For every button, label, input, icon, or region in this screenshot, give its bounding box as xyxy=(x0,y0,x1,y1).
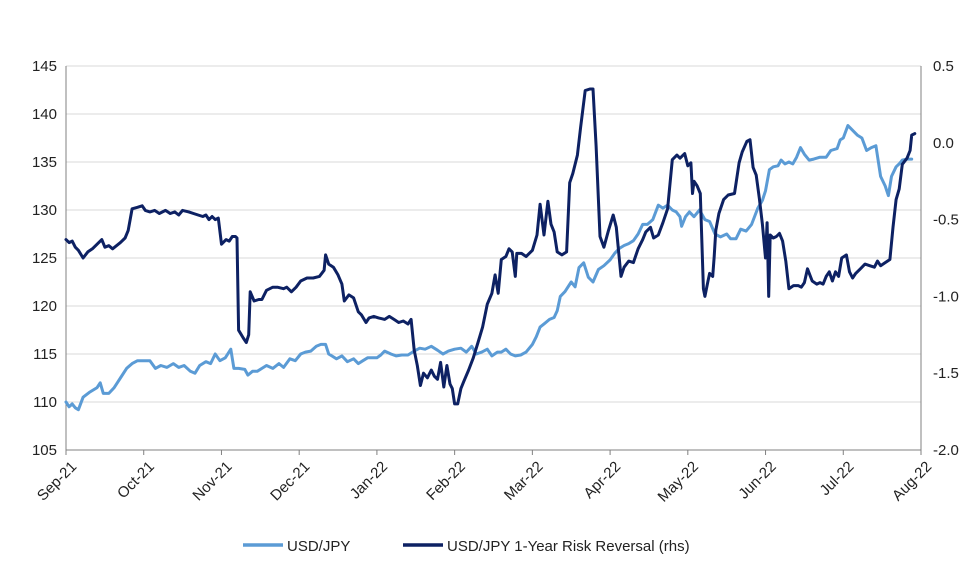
gridlines xyxy=(66,65,921,451)
y-left-tick-label: 110 xyxy=(33,394,57,411)
y-right-tick-label: -1.5 xyxy=(933,365,959,382)
x-tick-label: Nov-21 xyxy=(189,458,235,504)
y-left-tick-label: 125 xyxy=(32,250,57,267)
legend-label-risk-reversal[interactable]: USD/JPY 1-Year Risk Reversal (rhs) xyxy=(447,538,690,555)
x-tick-label: Apr-22 xyxy=(580,458,624,502)
y-left-tick-label: 115 xyxy=(33,346,57,363)
axes xyxy=(65,66,922,451)
series-line-usd-jpy xyxy=(64,124,914,412)
x-tick-label: Sep-21 xyxy=(34,458,80,504)
y-left-tick-label: 135 xyxy=(32,154,57,171)
y-right-tick-label: 0.5 xyxy=(933,58,954,75)
x-tick-label: Jan-22 xyxy=(347,458,391,502)
x-tick-label: Jul-22 xyxy=(817,458,858,499)
y-left-tick-label: 120 xyxy=(32,298,57,315)
x-tick-label: Dec-21 xyxy=(267,458,313,504)
x-axis-ticks: Sep-21 Oct-21 Nov-21 Dec-21 Jan-22 Feb-22 Mar-… xyxy=(34,450,935,506)
y-left-tick-label: 140 xyxy=(32,106,57,123)
y-left-tick-label: 145 xyxy=(32,58,57,75)
x-tick-label: Mar-22 xyxy=(501,458,547,504)
x-tick-label: Jun-22 xyxy=(735,458,779,502)
y-right-tick-label: 0.0 xyxy=(933,135,954,152)
y-right-tick-label: -0.5 xyxy=(933,212,959,229)
y-axis-left-ticks: 105 110 115 120 125 130 135 140 145 xyxy=(32,58,57,459)
series-lines xyxy=(64,87,917,412)
y-right-tick-label: -1.0 xyxy=(933,288,959,305)
x-tick-label: Oct-21 xyxy=(114,458,158,502)
legend-label-usd-jpy[interactable]: USD/JPY xyxy=(287,538,350,555)
x-tick-label: Feb-22 xyxy=(423,458,469,504)
x-tick-label: May-22 xyxy=(655,458,702,505)
y-axis-right-ticks: -2.0 -1.5 -1.0 -0.5 0.0 0.5 xyxy=(933,58,959,459)
legend: USD/JPY USD/JPY 1-Year Risk Reversal (rh… xyxy=(243,538,690,555)
y-left-tick-label: 105 xyxy=(32,442,57,459)
y-right-tick-label: -2.0 xyxy=(933,442,959,459)
y-left-tick-label: 130 xyxy=(32,202,57,219)
x-tick-label: Aug-22 xyxy=(889,458,935,504)
series-line-risk-reversal xyxy=(64,87,917,406)
